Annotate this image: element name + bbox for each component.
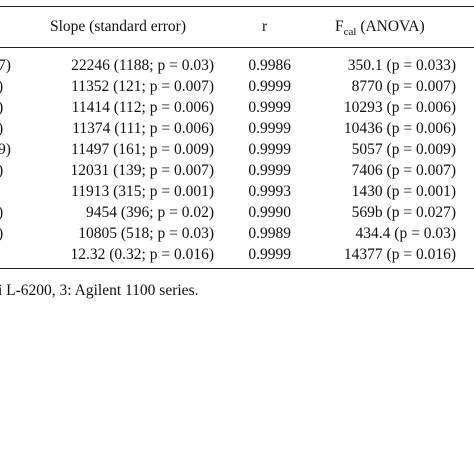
f-cal-cell: 569b (p = 0.027)	[351, 204, 456, 221]
table-row: ) 9454 (396; p = 0.02) 0.9990 569b (p = …	[0, 202, 474, 223]
r-cell: 0.9999	[248, 120, 291, 137]
slope-cell: 11374 (111; p = 0.006)	[72, 120, 214, 137]
header-f-rest: (ANOVA)	[356, 18, 425, 35]
r-cell: 0.9993	[248, 183, 291, 200]
f-cal-cell: 7406 (p = 0.007)	[351, 162, 456, 179]
header-r: r	[262, 18, 268, 35]
f-cal-cell: 14377 (p = 0.016)	[343, 246, 456, 263]
f-cal-cell: 10436 (p = 0.006)	[343, 120, 456, 137]
slope-cell: 11497 (161; p = 0.009)	[71, 141, 214, 158]
r-cell: 0.9990	[248, 204, 291, 221]
table-row: ) 12031 (139; p = 0.007) 0.9999 7406 (p …	[0, 160, 474, 181]
table-row: 7) 22246 (1188; p = 0.03) 0.9986 350.1 (…	[0, 55, 474, 76]
r-cell: 0.9999	[248, 141, 291, 158]
r-cell: 0.9986	[248, 57, 291, 74]
f-cal-cell: 1430 (p = 0.001)	[351, 183, 456, 200]
f-cal-cell: 8770 (p = 0.007)	[351, 78, 456, 95]
row-lead-cell: 9)	[0, 141, 11, 158]
table-row: 9) 11497 (161; p = 0.009) 0.9999 5057 (p…	[0, 139, 474, 160]
row-lead-cell: 7)	[0, 57, 11, 74]
table-footnote: i L-6200, 3: Agilent 1100 series.	[0, 282, 199, 299]
table-row: ) 11352 (121; p = 0.007) 0.9999 8770 (p …	[0, 76, 474, 97]
header-rule	[0, 47, 474, 48]
slope-cell: 12031 (139; p = 0.007)	[70, 162, 215, 179]
header-f-main: F	[335, 18, 344, 35]
f-cal-cell: 434.4 (p = 0.03)	[355, 225, 456, 242]
table-row: 11913 (315; p = 0.001) 0.9993 1430 (p = …	[0, 181, 474, 202]
r-cell: 0.9999	[248, 162, 291, 179]
r-cell: 0.9999	[248, 246, 291, 263]
row-lead-cell: )	[0, 118, 3, 139]
slope-cell: 10805 (518; p = 0.03)	[78, 225, 214, 242]
f-cal-cell: 10293 (p = 0.006)	[343, 99, 456, 116]
slope-cell: 9454 (396; p = 0.02)	[86, 204, 214, 221]
row-lead-cell: )	[0, 160, 3, 181]
f-cal-cell: 5057 (p = 0.009)	[351, 141, 456, 158]
slope-cell: 11913 (315; p = 0.001)	[71, 183, 214, 200]
slope-cell: 11414 (112; p = 0.006)	[71, 99, 214, 116]
slope-cell: 22246 (1188; p = 0.03)	[71, 57, 214, 74]
top-rule	[0, 6, 474, 7]
table-row: ) 11414 (112; p = 0.006) 0.9999 10293 (p…	[0, 97, 474, 118]
table-row: ) 11374 (111; p = 0.006) 0.9999 10436 (p…	[0, 118, 474, 139]
table-row: 12.32 (0.32; p = 0.016) 0.9999 14377 (p …	[0, 244, 474, 265]
header-f-cal: Fcal (ANOVA)	[335, 16, 425, 39]
r-cell: 0.9999	[248, 99, 291, 116]
slope-cell: 11352 (121; p = 0.007)	[71, 78, 214, 95]
slope-cell: 12.32 (0.32; p = 0.016)	[70, 246, 215, 263]
bottom-rule	[0, 268, 474, 269]
header-slope: Slope (standard error)	[50, 18, 187, 35]
table-row: ) 10805 (518; p = 0.03) 0.9989 434.4 (p …	[0, 223, 474, 244]
r-cell: 0.9999	[248, 78, 291, 95]
row-lead-cell: )	[0, 97, 3, 118]
row-lead-cell: )	[0, 223, 3, 244]
header-f-subscript: cal	[343, 26, 357, 39]
f-cal-cell: 350.1 (p = 0.033)	[347, 57, 456, 74]
row-lead-cell: )	[0, 76, 3, 97]
r-cell: 0.9989	[248, 225, 291, 242]
row-lead-cell: )	[0, 202, 3, 223]
